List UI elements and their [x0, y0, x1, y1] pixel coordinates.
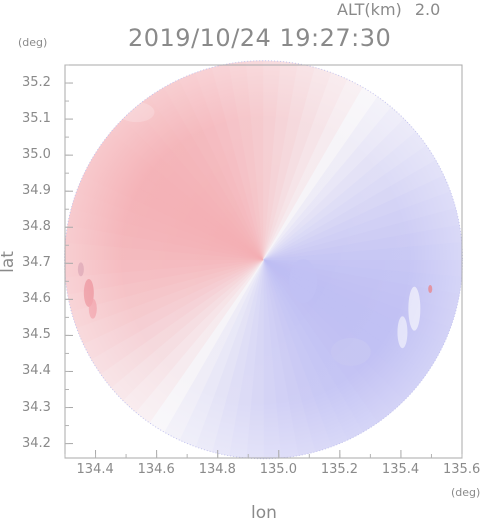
y-tick-label: 35.0 [22, 147, 51, 162]
y-tick-label: 34.7 [22, 255, 51, 270]
y-tick-label: 34.8 [22, 219, 51, 234]
y-tick-label: 34.2 [22, 436, 51, 451]
x-tick-label: 135.6 [443, 462, 480, 477]
x-tick-label: 135.0 [260, 462, 297, 477]
x-tick-label: 135.2 [321, 462, 358, 477]
x-tick-label: 134.6 [138, 462, 175, 477]
y-tick-label: 34.3 [22, 400, 51, 415]
y-tick-label: 34.5 [22, 327, 51, 342]
y-tick-label: 34.9 [22, 183, 51, 198]
y-tick-label: 34.4 [22, 363, 51, 378]
x-tick-label: 135.4 [382, 462, 419, 477]
x-tick-label: 134.4 [77, 462, 114, 477]
velocity-field [34, 30, 491, 490]
y-tick-label: 35.1 [22, 111, 51, 126]
y-tick-label: 34.6 [22, 291, 51, 306]
x-tick-label: 134.8 [199, 462, 236, 477]
y-tick-label: 35.2 [22, 75, 51, 90]
